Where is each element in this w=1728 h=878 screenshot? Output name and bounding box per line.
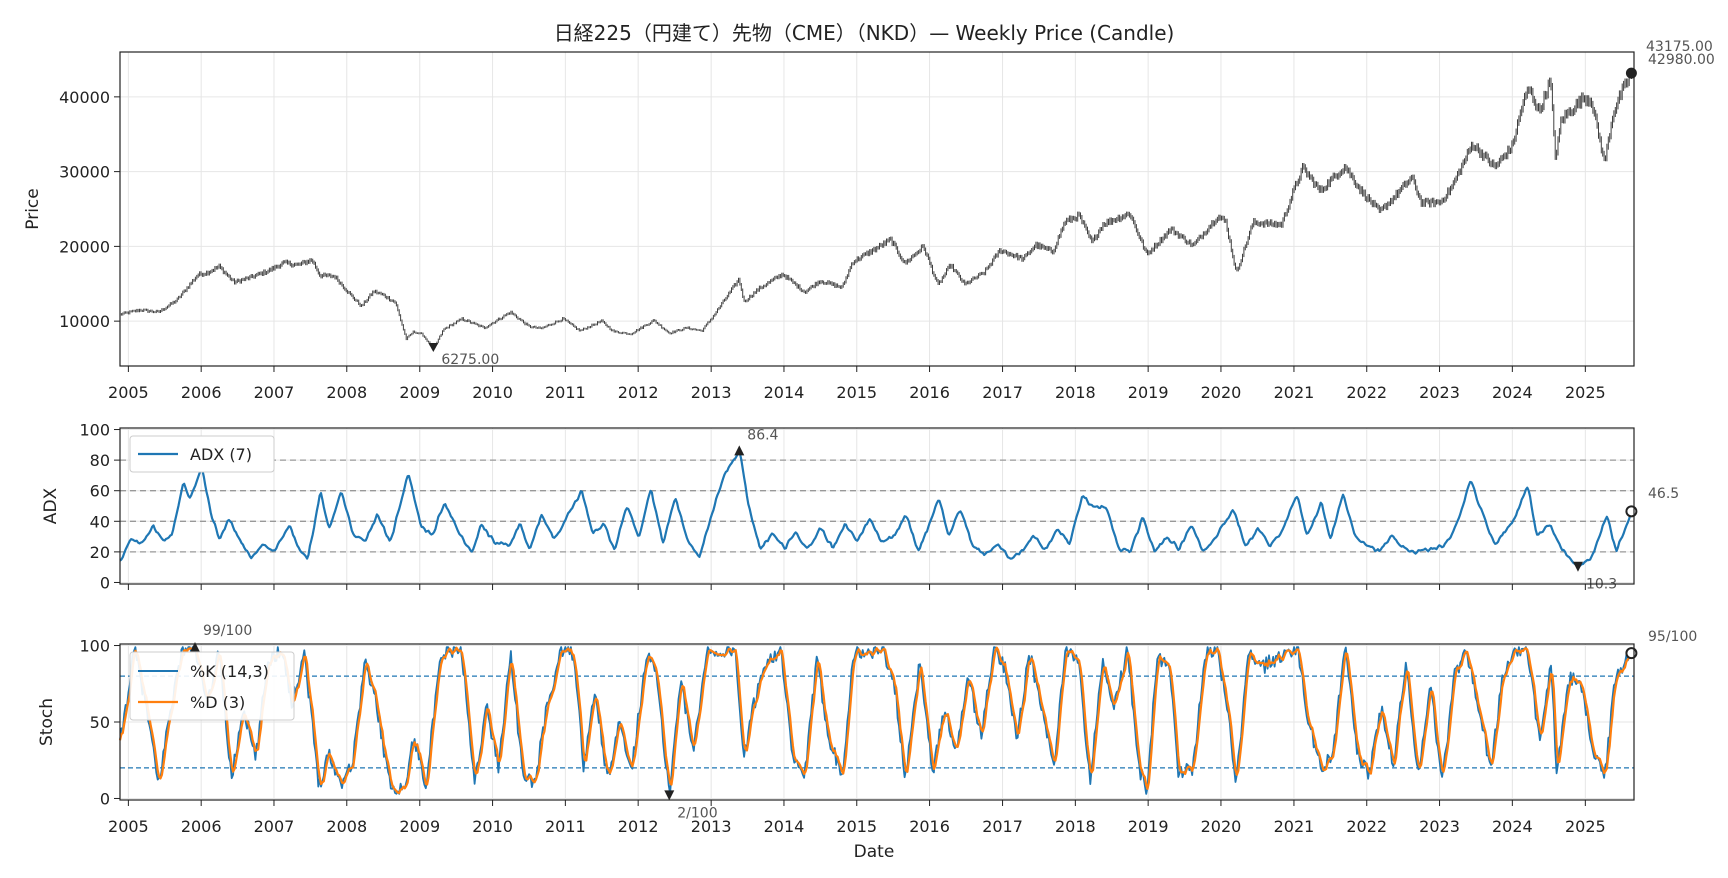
price-x-tick-label: 2016: [909, 383, 950, 402]
price-x-tick-label: 2015: [836, 383, 877, 402]
stoch-x-tick-label: 2006: [181, 817, 222, 836]
stoch-x-tick-label: 2010: [472, 817, 513, 836]
price-x-tick-label: 2007: [254, 383, 295, 402]
price-x-tick-label: 2023: [1419, 383, 1460, 402]
stoch-y-tick-label: 0: [100, 789, 110, 808]
price-x-tick-label: 2024: [1492, 383, 1533, 402]
price-x-tick-label: 2018: [1055, 383, 1096, 402]
price-y-axis-label: Price: [23, 188, 43, 229]
adx-legend-label: ADX (7): [190, 445, 252, 464]
price-x-tick-label: 2008: [326, 383, 367, 402]
adx-frame: [119, 427, 1635, 585]
stoch-x-tick-label: 2015: [836, 817, 877, 836]
stoch-x-tick-label: 2021: [1274, 817, 1315, 836]
adx-y-tick-label: 40: [90, 512, 110, 531]
stoch-max-marker: [189, 642, 200, 653]
adx-panel: 0 20 40 60 80 100 ADX 86.4 10.3 46.5 ADX (7): [41, 421, 1679, 593]
price-x-tick-label: 2025: [1565, 383, 1606, 402]
price-x-tick-label: 2017: [982, 383, 1023, 402]
stoch-x-tick-label: 2019: [1128, 817, 1169, 836]
adx-min-marker: [1572, 561, 1583, 572]
price-last-hidden-label: 43175.00: [1646, 39, 1713, 55]
price-y-tick-label: 40000: [59, 88, 110, 107]
stoch-x-tick-label: 2017: [982, 817, 1023, 836]
stoch-x-tick-label: 2023: [1419, 817, 1460, 836]
adx-last-label: 46.5: [1648, 486, 1679, 502]
stoch-x-tick-label: 2016: [909, 817, 950, 836]
price-x-tick-label: 2009: [399, 383, 440, 402]
stoch-x-tick-label: 2009: [399, 817, 440, 836]
stoch-min-label: 2/100: [677, 805, 717, 821]
stoch-x-tick-label: 2022: [1346, 817, 1387, 836]
stoch-x-tick-label: 2013: [691, 817, 732, 836]
adx-min-label: 10.3: [1586, 577, 1617, 593]
stoch-legend-d-label: %D (3): [190, 693, 245, 712]
adx-y-tick-label: 80: [90, 451, 110, 470]
price-last-marker: [1625, 67, 1637, 79]
price-min-marker: [428, 342, 439, 352]
price-x-tick-label: 2012: [618, 383, 659, 402]
price-candles: [119, 69, 1632, 349]
price-x-tick-label: 2021: [1274, 383, 1315, 402]
adx-y-axis-label: ADX: [41, 487, 61, 524]
adx-max-marker: [734, 445, 745, 456]
stoch-x-tick-label: 2005: [108, 817, 149, 836]
price-x-tick-label: 2010: [472, 383, 513, 402]
adx-legend-box: [129, 435, 275, 473]
price-x-tick-label: 2011: [545, 383, 586, 402]
stoch-frame: [119, 643, 1635, 801]
price-panel: 10000 20000 30000 40000 Price 6275.00 43175.00…: [23, 39, 1715, 402]
adx-y-tick-label: 20: [90, 543, 110, 562]
stoch-y-axis-label: Stoch: [37, 698, 57, 746]
price-frame: [119, 51, 1635, 367]
price-x-tick-label: 2022: [1346, 383, 1387, 402]
stoch-x-tick-label: 2018: [1055, 817, 1096, 836]
stoch-x-tick-label: 2014: [764, 817, 805, 836]
stoch-d-line: [118, 646, 1632, 795]
price-y-tick-label: 30000: [59, 163, 110, 182]
stoch-x-tick-label: 2020: [1201, 817, 1242, 836]
price-y-tick-label: 20000: [59, 237, 110, 256]
stoch-x-tick-label: 2007: [254, 817, 295, 836]
price-min-label: 6275.00: [441, 352, 499, 368]
stoch-x-tick-label: 2012: [618, 817, 659, 836]
price-x-tick-label: 2019: [1128, 383, 1169, 402]
adx-last-marker: [1625, 505, 1638, 518]
stoch-x-tick-label: 2025: [1565, 817, 1606, 836]
adx-line: [119, 450, 1633, 568]
stoch-x-tick-label: 2024: [1492, 817, 1533, 836]
stoch-last-label: 95/100: [1648, 629, 1697, 645]
adx-y-tick-label: 60: [90, 482, 110, 501]
stoch-min-marker: [664, 790, 675, 801]
price-x-tick-label: 2006: [181, 383, 222, 402]
stoch-max-label: 99/100: [203, 623, 252, 639]
stoch-panel: 0 50 100 Stoch 99/100 2/100 95/100 %K (14,3) %D …: [37, 623, 1697, 836]
chart-title: 日経225（円建て）先物（CME）（NKD）— Weekly Price (Ca…: [554, 21, 1175, 45]
stoch-x-tick-label: 2008: [326, 817, 367, 836]
price-y-tick-label: 10000: [59, 312, 110, 331]
adx-y-tick-label: 100: [79, 421, 110, 440]
stoch-y-tick-label: 50: [90, 713, 110, 732]
stoch-last-marker: [1625, 647, 1638, 660]
price-x-tick-label: 2014: [764, 383, 805, 402]
stoch-y-tick-label: 100: [79, 637, 110, 656]
adx-y-tick-label: 0: [100, 573, 110, 592]
price-x-tick-label: 2005: [108, 383, 149, 402]
x-axis-label: Date: [854, 842, 895, 862]
price-x-tick-label: 2013: [691, 383, 732, 402]
adx-max-label: 86.4: [747, 427, 778, 443]
stoch-legend-k-label: %K (14,3): [190, 662, 269, 681]
price-x-tick-label: 2020: [1201, 383, 1242, 402]
stoch-x-tick-label: 2011: [545, 817, 586, 836]
price-last-label: 42980.00: [1648, 52, 1715, 68]
